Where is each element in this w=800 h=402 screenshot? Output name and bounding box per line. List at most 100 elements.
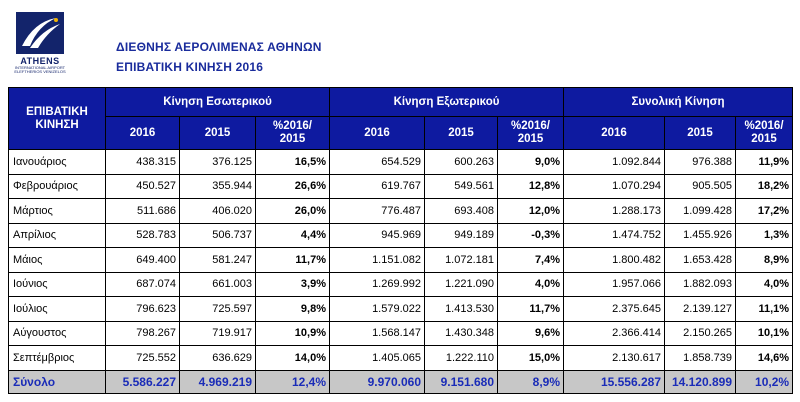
col-header-2016: 2016 — [329, 116, 425, 150]
col-header-2015: 2015 — [664, 116, 737, 150]
group-header-domestic: Κίνηση Εσωτερικού — [105, 87, 330, 117]
passenger-count-cell: 406.020 — [179, 198, 256, 224]
logo-wordmark: ATHENS — [20, 56, 60, 66]
passenger-count-cell: 438.315 — [105, 149, 180, 175]
passenger-count-cell: 693.408 — [424, 198, 498, 224]
total-cell: 12,4% — [255, 369, 330, 394]
col-header-pct: %2016/2015 — [496, 116, 565, 150]
pct-change-cell: 12,8% — [496, 173, 565, 199]
month-cell: Ιανουάριος — [8, 149, 106, 175]
passenger-count-cell: 1.568.147 — [329, 320, 425, 346]
passenger-count-cell: 2.139.127 — [664, 296, 737, 322]
pct-change-cell: 7,4% — [496, 247, 565, 273]
header-row-years: 2016 2015 %2016/2015 2016 2015 %2016/201… — [9, 116, 794, 150]
pct-change-cell: 10,1% — [735, 320, 794, 346]
passenger-traffic-table: ΕΠΙΒΑΤΙΚΗ ΚΙΝΗΣΗ Κίνηση Εσωτερικού Κίνηση… — [8, 87, 794, 394]
pct-change-cell: 4,0% — [496, 271, 565, 297]
passenger-count-cell: 1.072.181 — [424, 247, 498, 273]
passenger-count-cell: 1.405.065 — [329, 345, 425, 371]
page-subtitle: ΕΠΙΒΑΤΙΚΗ ΚΙΝΗΣΗ 2016 — [116, 60, 264, 74]
pct-change-cell: 4,0% — [735, 271, 794, 297]
table-row: Ιούλιος 796.623 725.597 9,8% 1.579.022 1.413.… — [8, 296, 794, 322]
pct-change-cell: 14,0% — [255, 345, 330, 371]
pct-change-cell: 9,6% — [496, 320, 565, 346]
passenger-count-cell: 1.151.082 — [329, 247, 425, 273]
pct-change-cell: 11,7% — [496, 296, 565, 322]
table-row: Ιανουάριος 438.315 376.125 16,5% 654.529 600.… — [8, 149, 794, 175]
total-cell: 14.120.899 — [664, 369, 737, 394]
passenger-count-cell: 549.561 — [424, 173, 498, 199]
passenger-count-cell: 355.944 — [179, 173, 256, 199]
passenger-count-cell: 687.074 — [105, 271, 180, 297]
pct-change-cell: 18,2% — [735, 173, 794, 199]
passenger-count-cell: 581.247 — [179, 247, 256, 273]
total-cell: 5.586.227 — [105, 369, 180, 394]
passenger-count-cell: 725.597 — [179, 296, 256, 322]
col-header-2016: 2016 — [563, 116, 666, 150]
passenger-count-cell: 2.375.645 — [563, 296, 666, 322]
passenger-count-cell: 511.686 — [105, 198, 180, 224]
passenger-count-cell: 1.455.926 — [664, 222, 737, 248]
pct-change-cell: 16,5% — [255, 149, 330, 175]
passenger-count-cell: 1.221.090 — [424, 271, 498, 297]
passenger-count-cell: 600.263 — [424, 149, 498, 175]
passenger-count-cell: 949.189 — [424, 222, 498, 248]
header-row-groups: ΕΠΙΒΑΤΙΚΗ ΚΙΝΗΣΗ Κίνηση Εσωτερικού Κίνηση… — [8, 87, 794, 150]
table-row: Ιούνιος 687.074 661.003 3,9% 1.269.992 1.221.… — [8, 271, 794, 297]
passenger-count-cell: 619.767 — [329, 173, 425, 199]
passenger-count-cell: 636.629 — [179, 345, 256, 371]
passenger-count-cell: 945.969 — [329, 222, 425, 248]
passenger-count-cell: 1.800.482 — [563, 247, 666, 273]
table-row: Μάρτιος 511.686 406.020 26,0% 776.487 693.408… — [8, 198, 794, 224]
passenger-count-cell: 1.413.530 — [424, 296, 498, 322]
month-cell: Αύγουστος — [8, 320, 106, 346]
passenger-count-cell: 450.527 — [105, 173, 180, 199]
corner-header: ΕΠΙΒΑΤΙΚΗ ΚΙΝΗΣΗ — [8, 87, 106, 150]
athens-airport-logo: ATHENS INTERNATIONAL AIRPORT ELEFTHERIOS… — [8, 12, 68, 74]
pct-change-cell: 14,6% — [735, 345, 794, 371]
table-row: Απρίλιος 528.783 506.737 4,4% 945.969 949.189… — [8, 222, 794, 248]
passenger-count-cell: 2.130.617 — [563, 345, 666, 371]
passenger-count-cell: 1.070.294 — [563, 173, 666, 199]
col-header-pct: %2016/2015 — [735, 116, 794, 150]
pct-change-cell: 11,9% — [735, 149, 794, 175]
pct-change-cell: 10,9% — [255, 320, 330, 346]
pct-change-cell: 9,8% — [255, 296, 330, 322]
pct-change-cell: 9,0% — [496, 149, 565, 175]
passenger-count-cell: 1.430.348 — [424, 320, 498, 346]
passenger-count-cell: 506.737 — [179, 222, 256, 248]
logo-emblem — [16, 12, 64, 54]
group-header-international: Κίνηση Εξωτερικού — [328, 87, 565, 117]
total-label: Σύνολο — [8, 369, 106, 394]
pct-change-cell: 8,9% — [735, 247, 794, 273]
passenger-count-cell: 1.579.022 — [329, 296, 425, 322]
month-cell: Σεπτέμβριος — [8, 345, 106, 371]
group-header-total: Συνολική Κίνηση — [563, 87, 794, 117]
passenger-count-cell: 661.003 — [179, 271, 256, 297]
month-cell: Απρίλιος — [8, 222, 106, 248]
total-cell: 4.969.219 — [179, 369, 256, 394]
passenger-count-cell: 2.150.265 — [664, 320, 737, 346]
pct-change-cell: 12,0% — [496, 198, 565, 224]
pct-change-cell: 26,6% — [255, 173, 330, 199]
pct-change-cell: 11,1% — [735, 296, 794, 322]
passenger-count-cell: 1.653.428 — [664, 247, 737, 273]
passenger-count-cell: 776.487 — [329, 198, 425, 224]
passenger-count-cell: 1.099.428 — [664, 198, 737, 224]
month-cell: Ιούνιος — [8, 271, 106, 297]
passenger-count-cell: 1.288.173 — [563, 198, 666, 224]
pct-change-cell: 15,0% — [496, 345, 565, 371]
logo-subtitle: INTERNATIONAL AIRPORT ELEFTHERIOS VENIZE… — [14, 65, 66, 74]
passenger-count-cell: 1.957.066 — [563, 271, 666, 297]
table-row: Μάιος 649.400 581.247 11,7% 1.151.082 1.072.1… — [8, 247, 794, 273]
table-row: Φεβρουάριος 450.527 355.944 26,6% 619.767 549… — [8, 173, 794, 199]
month-cell: Μάρτιος — [8, 198, 106, 224]
col-header-2015: 2015 — [424, 116, 498, 150]
pct-change-cell: 11,7% — [255, 247, 330, 273]
total-cell: 9.151.680 — [424, 369, 498, 394]
passenger-count-cell: 798.267 — [105, 320, 180, 346]
passenger-count-cell: 725.552 — [105, 345, 180, 371]
total-cell: 10,2% — [735, 369, 794, 394]
pct-change-cell: 17,2% — [735, 198, 794, 224]
passenger-count-cell: 649.400 — [105, 247, 180, 273]
